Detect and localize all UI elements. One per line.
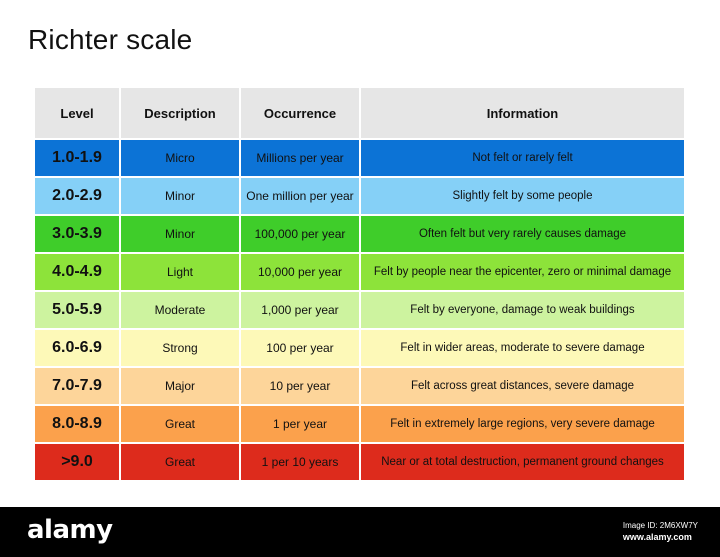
occurrence-cell: 10,000 per year: [240, 253, 361, 292]
table-row: 4.0-4.9 Light 10,000 per year Felt by pe…: [35, 253, 686, 292]
occurrence-cell: Millions per year: [240, 139, 361, 178]
table-row: >9.0 Great 1 per 10 years Near or at tot…: [35, 443, 686, 482]
image-id: Image ID: 2M6XW7Y: [622, 521, 698, 530]
level-cell: 8.0-8.9: [35, 405, 121, 444]
information-cell: Not felt or rarely felt: [360, 139, 686, 178]
description-cell: Light: [120, 253, 241, 292]
occurrence-cell: One million per year: [240, 177, 361, 216]
image-meta: Image ID: 2M6XW7Y www.alamy.com: [623, 520, 698, 544]
table-row: 7.0-7.9 Major 10 per year Felt across gr…: [35, 367, 686, 406]
occurrence-cell: 100 per year: [240, 329, 361, 368]
description-cell: Minor: [120, 177, 241, 216]
level-cell: 7.0-7.9: [35, 367, 121, 406]
level-cell: 6.0-6.9: [35, 329, 121, 368]
description-cell: Strong: [120, 329, 241, 368]
level-cell: 3.0-3.9: [35, 215, 121, 254]
occurrence-cell: 1,000 per year: [240, 291, 361, 330]
level-cell: >9.0: [35, 443, 121, 482]
description-cell: Great: [120, 405, 241, 444]
level-cell: 5.0-5.9: [35, 291, 121, 330]
description-cell: Minor: [120, 215, 241, 254]
header-description: Description: [120, 88, 241, 140]
table-row: 5.0-5.9 Moderate 1,000 per year Felt by …: [35, 291, 686, 330]
description-cell: Micro: [120, 139, 241, 178]
page-title: Richter scale: [28, 24, 193, 55]
information-cell: Often felt but very rarely causes damage: [360, 215, 686, 254]
table-row: 6.0-6.9 Strong 100 per year Felt in wide…: [35, 329, 686, 368]
information-cell: Near or at total destruction, permanent …: [360, 443, 686, 482]
occurrence-cell: 1 per year: [240, 405, 361, 444]
table-row: 8.0-8.9 Great 1 per year Felt in extreme…: [35, 405, 686, 444]
site-url: www.alamy.com: [622, 532, 692, 542]
description-cell: Moderate: [120, 291, 241, 330]
information-cell: Felt by everyone, damage to weak buildin…: [360, 291, 686, 330]
description-cell: Great: [120, 443, 241, 482]
level-cell: 4.0-4.9: [35, 253, 121, 292]
occurrence-cell: 1 per 10 years: [240, 443, 361, 482]
watermark-footer: alamy Image ID: 2M6XW7Y www.alamy.com: [0, 507, 720, 557]
table-row: 1.0-1.9 Micro Millions per year Not felt…: [35, 139, 686, 178]
level-cell: 1.0-1.9: [35, 139, 121, 178]
header-occurrence: Occurrence: [240, 88, 361, 140]
table-row: 3.0-3.9 Minor 100,000 per year Often fel…: [35, 215, 686, 254]
occurrence-cell: 10 per year: [240, 367, 361, 406]
alamy-logo: alamy: [27, 515, 113, 545]
information-cell: Felt in extremely large regions, very se…: [360, 405, 686, 444]
table-row: 2.0-2.9 Minor One million per year Sligh…: [35, 177, 686, 216]
information-cell: Felt in wider areas, moderate to severe …: [360, 329, 686, 368]
description-cell: Major: [120, 367, 241, 406]
information-cell: Slightly felt by some people: [360, 177, 686, 216]
header-information: Information: [360, 88, 686, 140]
information-cell: Felt across great distances, severe dama…: [360, 367, 686, 406]
richter-scale-table: Level Description Occurrence Information…: [35, 88, 686, 482]
level-cell: 2.0-2.9: [35, 177, 121, 216]
information-cell: Felt by people near the epicenter, zero …: [360, 253, 686, 292]
header-level: Level: [35, 88, 121, 140]
occurrence-cell: 100,000 per year: [240, 215, 361, 254]
table-header-row: Level Description Occurrence Information: [35, 88, 686, 140]
